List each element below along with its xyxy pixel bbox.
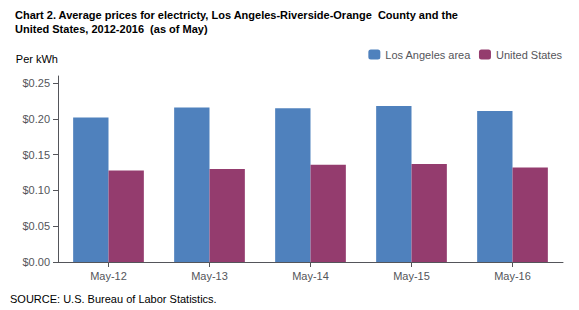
svg-text:May-13: May-13 (191, 270, 228, 282)
svg-text:Chart 2. Average prices for el: Chart 2. Average prices for electricty, … (15, 9, 458, 21)
svg-text:United States: United States (496, 49, 563, 61)
svg-text:May-14: May-14 (292, 270, 329, 282)
svg-text:May-15: May-15 (393, 270, 430, 282)
svg-text:$0.25: $0.25 (22, 77, 50, 89)
svg-text:May-12: May-12 (90, 270, 127, 282)
svg-text:$0.10: $0.10 (22, 184, 50, 196)
svg-text:$0.15: $0.15 (22, 149, 50, 161)
svg-text:Per kWh: Per kWh (16, 53, 58, 65)
svg-text:$0.20: $0.20 (22, 113, 50, 125)
svg-text:United States, 2012-2016 (as: United States, 2012-2016 (as of May) (15, 23, 208, 35)
svg-text:SOURCE: U.S. Bureau of Labor S: SOURCE: U.S. Bureau of Labor Statistics. (10, 293, 217, 305)
svg-text:$0.00: $0.00 (22, 256, 50, 268)
svg-text:Los Angeles area: Los Angeles area (385, 49, 471, 61)
svg-text:$0.05: $0.05 (22, 220, 50, 232)
svg-text:May-16: May-16 (494, 270, 531, 282)
